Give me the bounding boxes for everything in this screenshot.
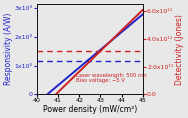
Text: Laser wavelength: 500 nm
Bias voltage: −5 V: Laser wavelength: 500 nm Bias voltage: −… xyxy=(76,73,147,83)
Y-axis label: Responsivity (A/W): Responsivity (A/W) xyxy=(4,13,13,85)
X-axis label: Power density (mW/cm²): Power density (mW/cm²) xyxy=(43,105,137,114)
Y-axis label: Detectivity (Jones): Detectivity (Jones) xyxy=(175,14,184,85)
